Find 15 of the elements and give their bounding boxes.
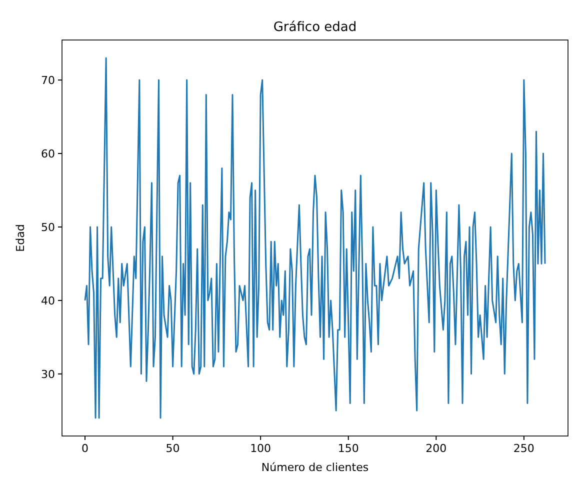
y-axis-title: Edad <box>14 224 27 252</box>
x-tick-label: 150 <box>338 442 359 455</box>
x-tick-label: 100 <box>250 442 272 455</box>
y-tick-label: 50 <box>41 220 55 234</box>
x-tick-label: 0 <box>82 442 88 455</box>
y-tick-label: 60 <box>41 148 55 161</box>
line-series <box>84 57 546 419</box>
y-tick-label: 40 <box>41 294 55 308</box>
x-tick-label: 50 <box>166 442 180 455</box>
y-tick-label: 70 <box>41 74 55 88</box>
y-tick-label: 30 <box>41 368 55 381</box>
x-tick-label: 200 <box>426 442 447 455</box>
x-axis-title: Número de clientes <box>261 461 369 474</box>
chart-title: Gráfico edad <box>273 20 357 35</box>
x-tick-label: 250 <box>513 442 534 455</box>
